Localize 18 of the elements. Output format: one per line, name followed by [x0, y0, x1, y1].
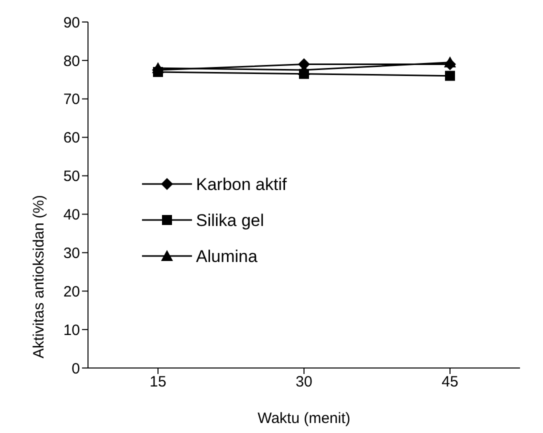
x-axis-title: Waktu (menit)	[258, 410, 350, 427]
y-tick-label: 50	[63, 168, 80, 186]
y-tick-label: 20	[63, 283, 80, 300]
y-tick-label: 30	[63, 244, 80, 262]
x-tick-label: 45	[442, 374, 458, 391]
y-tick-label: 0	[72, 360, 80, 378]
x-tick-label: 30	[296, 374, 312, 391]
legend-label: Silika gel	[196, 211, 264, 230]
legend-label: Karbon aktif	[196, 175, 287, 194]
y-tick-label: 40	[63, 206, 80, 224]
y-tick-label: 60	[63, 130, 80, 147]
y-axis-title: Aktivitas antioksidan (%)	[30, 195, 48, 358]
y-tick-label: 90	[63, 14, 80, 32]
legend-label: Alumina	[196, 247, 258, 266]
y-tick-label: 80	[63, 52, 80, 70]
y-tick-label: 70	[63, 91, 80, 108]
x-tick-label: 15	[150, 374, 166, 391]
y-tick-label: 10	[63, 322, 80, 339]
